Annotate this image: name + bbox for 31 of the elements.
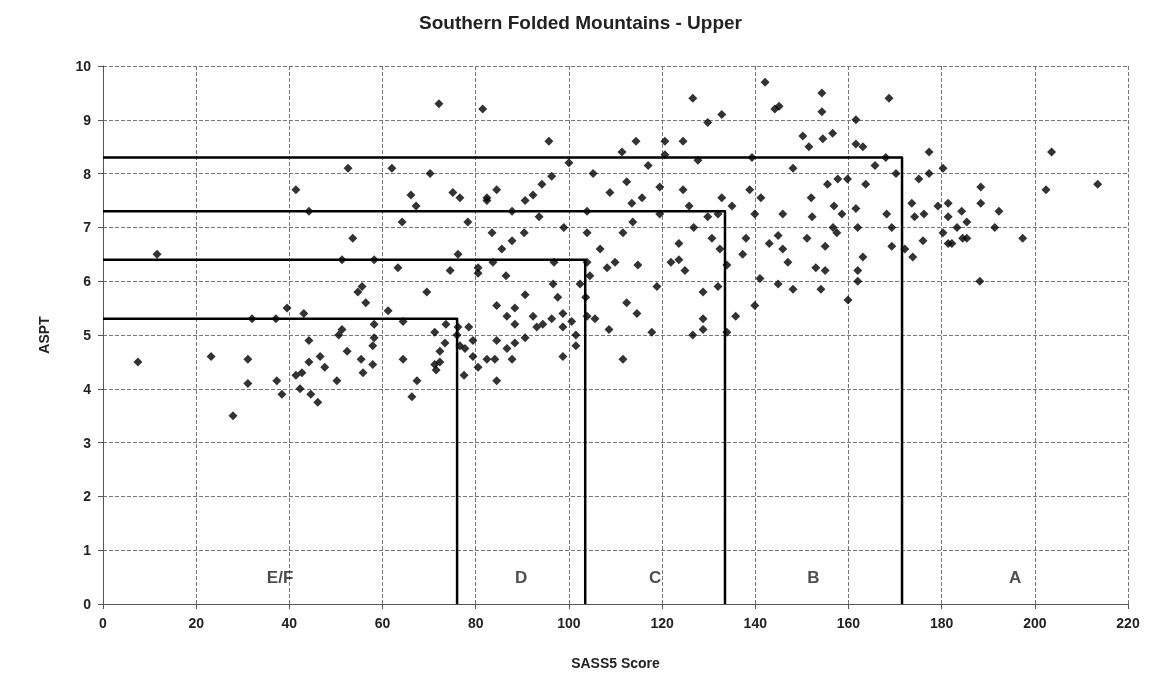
annotation: D [515,567,528,587]
y-tick-label: 7 [83,219,92,236]
x-tick-label: 60 [374,615,391,631]
y-tick-label: 5 [83,327,92,343]
annotation: E/F [266,567,294,587]
y-tick-label: 9 [83,111,92,128]
x-tick-label: 220 [1116,615,1140,631]
x-tick-label: 120 [650,615,674,631]
x-tick-label: 200 [1023,615,1047,631]
y-tick-label: 2 [83,488,92,505]
x-axis-title: SASS5 Score [571,655,661,671]
y-tick-label: 1 [83,542,92,559]
x-tick-label: 180 [929,615,954,631]
y-tick-label: 0 [83,596,92,612]
annotation: B [807,567,820,587]
x-tick-label: 80 [467,615,484,631]
y-tick-label: 8 [83,165,92,182]
x-tick-label: 160 [836,615,861,631]
x-tick-label: 20 [188,615,205,631]
x-tick-label: 0 [99,615,108,631]
chart-title: Southern Folded Mountains - Upper [419,12,743,33]
y-tick-label: 6 [83,273,92,290]
x-tick-label: 100 [557,615,581,631]
y-tick-label: 3 [83,434,92,451]
x-tick-label: 40 [281,615,298,631]
y-tick-label: 4 [83,380,92,397]
annotation: A [1008,567,1022,587]
y-axis-title: ASPT [36,315,52,354]
y-tick-label: 10 [75,58,92,74]
annotation: C [648,567,662,587]
x-tick-label: 140 [743,615,768,631]
